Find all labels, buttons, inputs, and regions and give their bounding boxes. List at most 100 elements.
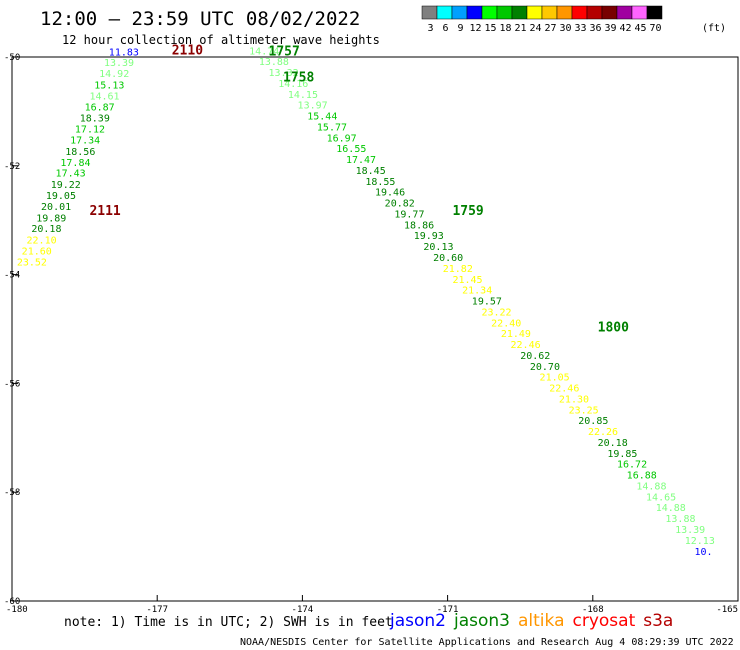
wave-height-point: 20.70 xyxy=(530,362,560,373)
plot-frame xyxy=(11,56,739,602)
satellite-legend: jason2 jason3 altika cryosat s3a xyxy=(389,611,673,631)
wave-height-point: 20.82 xyxy=(385,199,415,210)
legend-bin-label: 24 xyxy=(529,23,541,34)
legend-bin-label: 27 xyxy=(544,23,556,34)
wave-height-point: 23.25 xyxy=(569,405,599,416)
wave-height-point: 17.47 xyxy=(346,155,376,166)
wave-height-point: 11.83 xyxy=(109,47,139,58)
x-tick-label: -177 xyxy=(146,605,168,615)
legend-swatch xyxy=(646,5,663,20)
wave-height-point: 21.30 xyxy=(559,394,589,405)
legend-swatch xyxy=(616,5,633,20)
legend-bin-label: 45 xyxy=(634,23,646,34)
wave-height-point: 14.88 xyxy=(636,481,666,492)
legend-swatch xyxy=(511,5,528,20)
wave-height-point: 13.32 xyxy=(269,68,299,79)
wave-height-point: 18.55 xyxy=(365,177,395,188)
wave-height-point: 15.44 xyxy=(307,112,337,123)
time-label: 1757 xyxy=(269,44,300,59)
legend-swatch xyxy=(481,5,498,20)
wave-height-point: 13.88 xyxy=(259,57,289,68)
legend-bin-label: 12 xyxy=(469,23,481,34)
legend-bin-label: 36 xyxy=(589,23,601,34)
wave-height-point: 20.13 xyxy=(423,242,453,253)
wave-height-point: 19.77 xyxy=(394,209,424,220)
chart-title: 12:00 – 23:59 UTC 08/02/2022 xyxy=(40,8,360,30)
wave-height-point: 14.16 xyxy=(278,79,308,90)
legend-unit: (ft) xyxy=(702,23,726,34)
legend-swatch xyxy=(496,5,513,20)
wave-height-point: 14.88 xyxy=(656,503,686,514)
wave-height-point: 14.15 xyxy=(288,90,318,101)
satellite-jason2: jason2 xyxy=(389,611,446,631)
wave-height-point: 20.18 xyxy=(598,438,628,449)
wave-height-point: 14.65 xyxy=(646,492,676,503)
time-labels: 2110 2111 1757 1758 1759 1800 xyxy=(89,43,629,335)
series-altika: 14.7413.8813.3214.1614.1513.9715.4415.77… xyxy=(249,46,715,557)
legend-bin-label: 6 xyxy=(442,23,448,34)
wave-height-point: 20.62 xyxy=(520,351,550,362)
y-tick-label: -60 xyxy=(4,597,20,607)
time-label: 2111 xyxy=(89,204,120,219)
legend-bin-label: 18 xyxy=(499,23,511,34)
x-tick-label: -174 xyxy=(292,605,314,615)
y-tick-label: -58 xyxy=(4,488,20,498)
wave-height-point: 23.22 xyxy=(481,307,511,318)
x-tick-label: -171 xyxy=(437,605,459,615)
legend-bin-label: 39 xyxy=(604,23,616,34)
wave-height-point: 20.18 xyxy=(31,224,61,235)
wave-height-point: 15.13 xyxy=(94,81,124,92)
wave-height-point: 20.60 xyxy=(433,253,463,264)
footer-note: note: 1) Time is in UTC; 2) SWH is in fe… xyxy=(64,615,393,630)
y-tick-label: -50 xyxy=(4,53,20,63)
time-label: 2110 xyxy=(172,43,203,58)
wave-height-point: 19.22 xyxy=(51,180,81,191)
legend-bin-label: 70 xyxy=(649,23,661,34)
legend-bin-label: 21 xyxy=(514,23,526,34)
wave-height-point: 13.39 xyxy=(104,58,134,69)
wave-height-point: 17.34 xyxy=(70,135,100,146)
wave-height-point: 21.05 xyxy=(540,373,570,384)
wave-height-point: 17.84 xyxy=(60,158,90,169)
wave-height-point: 19.89 xyxy=(36,213,66,224)
footer-credit: NOAA/NESDIS Center for Satellite Applica… xyxy=(240,637,734,648)
wave-height-point: 16.87 xyxy=(85,102,115,113)
legend-swatch xyxy=(466,5,483,20)
time-label: 1800 xyxy=(598,321,629,336)
wave-height-point: 15.77 xyxy=(317,122,347,133)
wave-height-point: 16.88 xyxy=(627,471,657,482)
wave-height-point: 22.46 xyxy=(511,340,541,351)
wave-height-point: 22.46 xyxy=(549,384,579,395)
time-label: 1758 xyxy=(283,70,314,85)
y-tick-label: -56 xyxy=(4,379,20,389)
legend-swatch xyxy=(526,5,543,20)
wave-height-point: 10. xyxy=(694,547,712,558)
wave-height-point: 19.57 xyxy=(472,297,502,308)
legend-bin-label: 9 xyxy=(457,23,463,34)
wave-height-point: 22.10 xyxy=(27,236,57,247)
satellite-jason3: jason3 xyxy=(453,611,510,631)
legend-swatch xyxy=(631,5,648,20)
satellite-cryosat: cryosat xyxy=(573,611,636,631)
wave-height-point: 16.97 xyxy=(327,133,357,144)
legend-swatch xyxy=(541,5,558,20)
wave-height-point: 20.85 xyxy=(578,416,608,427)
x-axis: -180 -177 -174 -171 -168 -165 xyxy=(6,595,739,615)
legend-swatch xyxy=(586,5,603,20)
y-tick-label: -54 xyxy=(4,271,20,281)
legend-bin-label: 33 xyxy=(574,23,586,34)
y-tick-label: -52 xyxy=(4,162,20,172)
wave-height-point: 18.86 xyxy=(404,220,434,231)
wave-height-point: 19.93 xyxy=(414,231,444,242)
wave-height-point: 18.56 xyxy=(65,147,95,158)
wave-height-point: 12.13 xyxy=(685,536,715,547)
legend-bin-label: 3 xyxy=(427,23,433,34)
wave-height-point: 21.49 xyxy=(501,329,531,340)
wave-height-point: 20.01 xyxy=(41,202,71,213)
x-tick-label: -180 xyxy=(6,605,28,615)
legend-bin-label: 15 xyxy=(484,23,496,34)
legend-swatch xyxy=(571,5,588,20)
plot-area: -50-52-54-56-58-60 -180 -177 -174 -171 -168-… xyxy=(4,43,739,615)
